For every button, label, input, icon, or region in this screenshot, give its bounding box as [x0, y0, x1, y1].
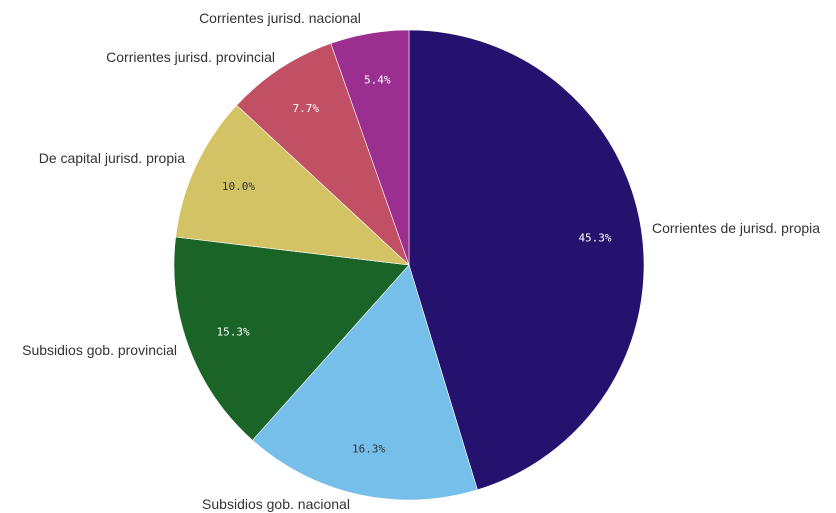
pie-value-label: 45.3% [578, 231, 611, 244]
pie-value-label: 10.0% [222, 180, 255, 193]
pie-slice-corrientes-de-jurisd-propia[interactable] [408, 29, 645, 491]
pie-slices [173, 29, 645, 501]
pie-value-label: 15.3% [217, 326, 250, 339]
pie-slice-corrientes-jurisd-provincial[interactable] [236, 43, 410, 266]
pie-slice-de-capital-jurisd-propia[interactable] [175, 104, 410, 266]
pie-slice-subsidios-gob-nacional[interactable] [252, 264, 478, 501]
label-corrientes-jurisd-provincial: Corrientes jurisd. provincial [106, 49, 275, 65]
label-corrientes-jurisd-propia: Corrientes de jurisd. propia [652, 220, 820, 236]
label-subsidios-gob-nacional: Subsidios gob. nacional [202, 496, 350, 512]
pie-value-labels: 45.3% 16.3% 15.3% 10.0% 7.7% 5.4% [217, 74, 612, 456]
label-corrientes-jurisd-nacional: Corrientes jurisd. nacional [199, 10, 361, 26]
label-de-capital-jurisd-propia: De capital jurisd. propia [39, 150, 186, 166]
label-subsidios-gob-provincial: Subsidios gob. provincial [22, 342, 177, 358]
pie-slice-subsidios-gob-provincial[interactable] [173, 236, 410, 441]
pie-value-label: 16.3% [352, 443, 385, 456]
pie-value-label: 7.7% [293, 102, 320, 115]
pie-slice-corrientes-jurisd-nacional[interactable] [330, 29, 410, 266]
pie-value-label: 5.4% [364, 74, 391, 87]
